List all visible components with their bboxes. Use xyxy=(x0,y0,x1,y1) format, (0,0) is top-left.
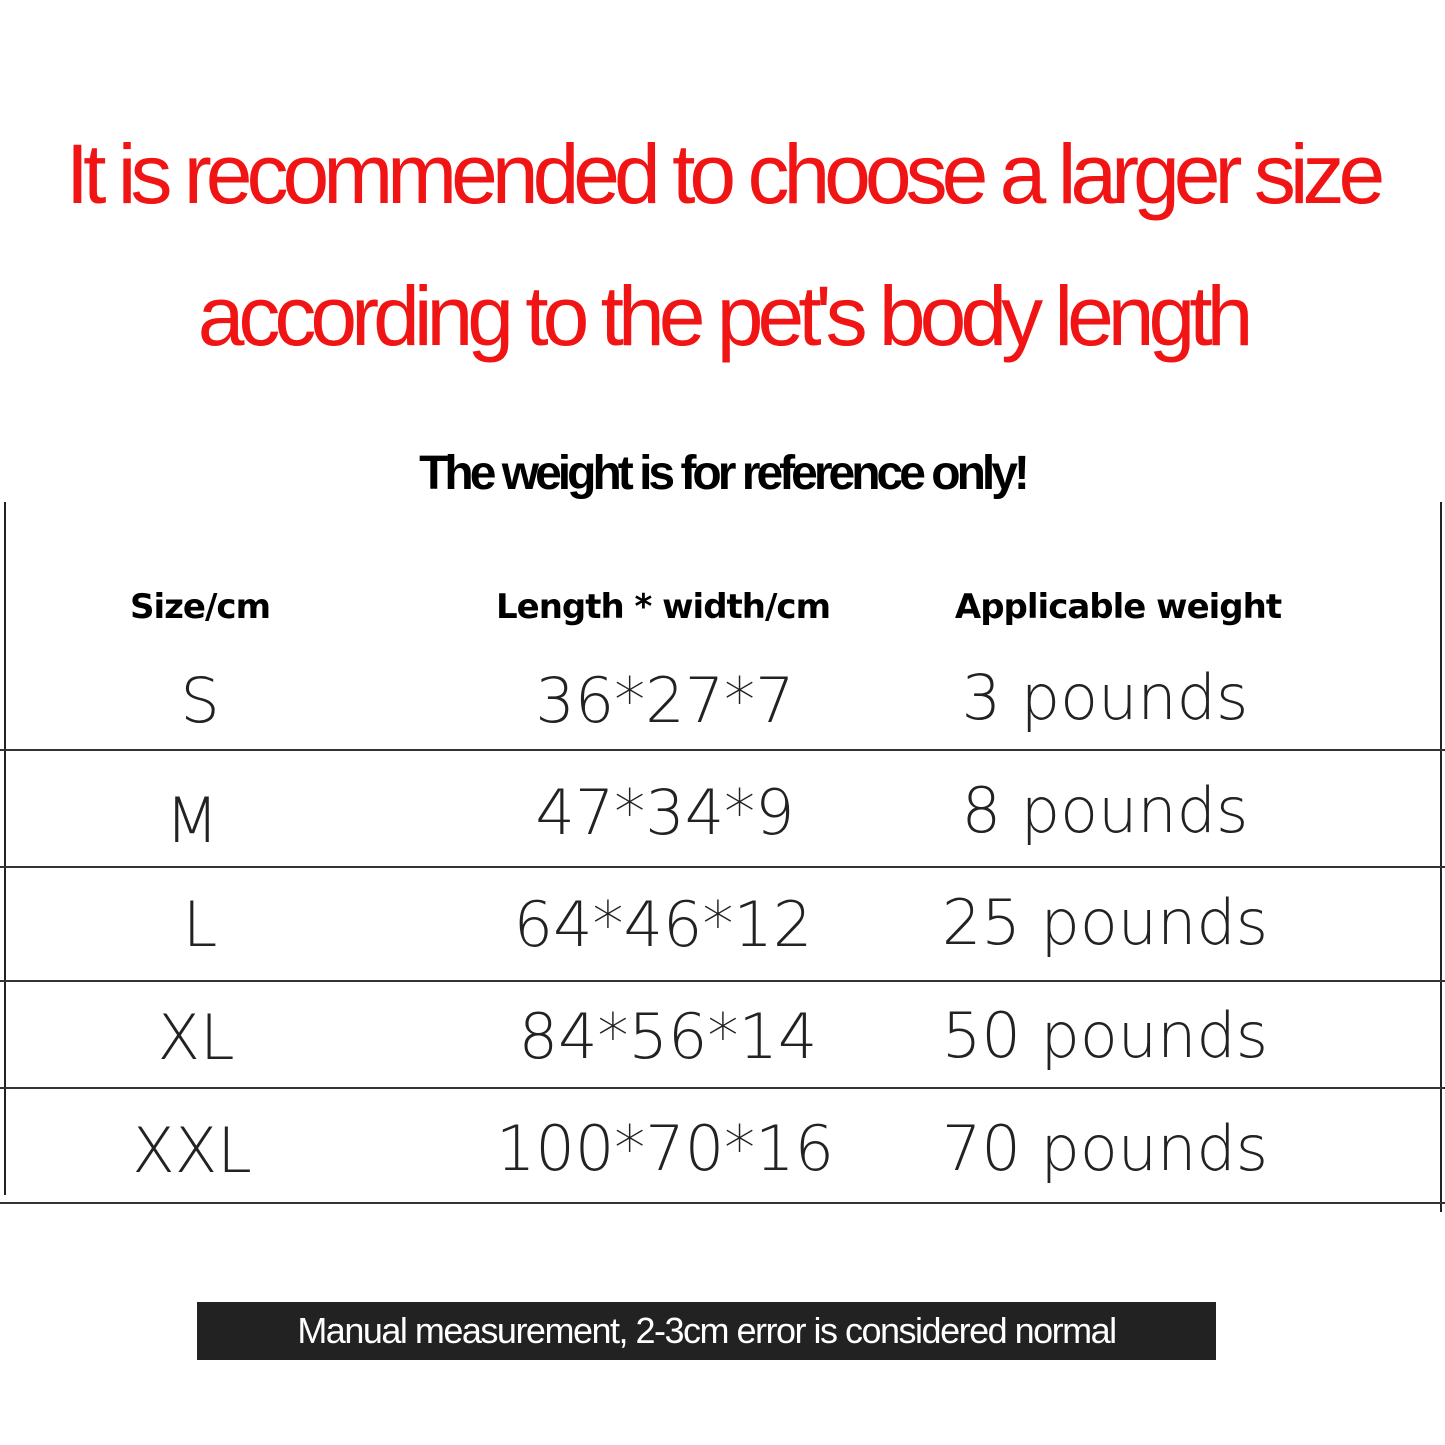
row-dimensions: 84*56*14 xyxy=(518,1000,818,1073)
heading-line-1: It is recommended to choose a larger siz… xyxy=(65,127,1385,221)
row-weight: 8 pounds xyxy=(961,774,1249,847)
subtitle: The weight is for reference only! xyxy=(419,447,1030,500)
row-size: XL xyxy=(157,1001,235,1074)
row-dimensions: 100*70*16 xyxy=(495,1112,835,1185)
row-divider xyxy=(0,1202,1445,1204)
header-dimensions: Length * width/cm xyxy=(495,587,831,627)
row-weight: 25 pounds xyxy=(941,886,1269,959)
heading-line-2: according to the pet's body length xyxy=(197,269,1254,363)
table-border-right xyxy=(1440,502,1442,1212)
measurement-note-banner: Manual measurement, 2-3cm error is consi… xyxy=(197,1302,1216,1360)
row-weight: 70 pounds xyxy=(941,1112,1269,1185)
row-dimensions: 64*46*12 xyxy=(513,888,813,961)
table-border-left xyxy=(4,502,6,1195)
row-size: XXL xyxy=(132,1114,252,1187)
row-divider xyxy=(0,980,1445,982)
header-size: Size/cm xyxy=(130,587,271,627)
row-size: L xyxy=(182,888,218,961)
row-weight: 50 pounds xyxy=(941,999,1269,1072)
row-divider xyxy=(0,749,1445,751)
header-weight: Applicable weight xyxy=(954,587,1282,627)
row-dimensions: 36*27*7 xyxy=(535,664,795,737)
row-divider xyxy=(0,1087,1445,1089)
row-size: S xyxy=(180,664,220,737)
row-divider xyxy=(0,866,1445,868)
row-size: M xyxy=(165,784,219,857)
row-dimensions: 47*34*9 xyxy=(535,776,795,849)
row-weight: 3 pounds xyxy=(961,661,1249,734)
